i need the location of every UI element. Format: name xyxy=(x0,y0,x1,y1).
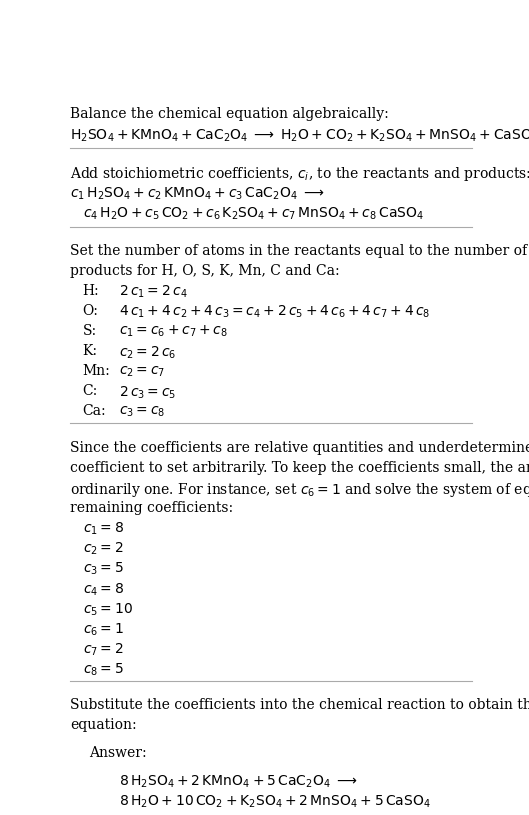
Text: Substitute the coefficients into the chemical reaction to obtain the balanced: Substitute the coefficients into the che… xyxy=(70,698,529,711)
Text: Add stoichiometric coefficients, $c_i$, to the reactants and products:: Add stoichiometric coefficients, $c_i$, … xyxy=(70,165,529,183)
Text: $c_2 = c_7$: $c_2 = c_7$ xyxy=(120,364,166,379)
Text: $\mathrm{H_2SO_4 + KMnO_4 + CaC_2O_4}$$\;\longrightarrow\;$$\mathrm{H_2O + CO_2 : $\mathrm{H_2SO_4 + KMnO_4 + CaC_2O_4}$$\… xyxy=(70,127,529,143)
Text: $c_2 = 2\,c_6$: $c_2 = 2\,c_6$ xyxy=(120,344,177,360)
Text: $c_7 = 2$: $c_7 = 2$ xyxy=(83,641,123,658)
Text: C:: C: xyxy=(83,385,98,399)
Text: $c_3 = 5$: $c_3 = 5$ xyxy=(83,561,123,578)
Text: K:: K: xyxy=(83,344,97,358)
Text: $4\,c_1 + 4\,c_2 + 4\,c_3 = c_4 + 2\,c_5 + 4\,c_6 + 4\,c_7 + 4\,c_8$: $4\,c_1 + 4\,c_2 + 4\,c_3 = c_4 + 2\,c_5… xyxy=(120,304,431,320)
Text: products for H, O, S, K, Mn, C and Ca:: products for H, O, S, K, Mn, C and Ca: xyxy=(70,264,340,278)
Text: Answer:: Answer: xyxy=(89,746,147,760)
Text: $c_8 = 5$: $c_8 = 5$ xyxy=(83,662,123,678)
Text: $c_1\,\mathrm{H_2SO_4} + c_2\,\mathrm{KMnO_4} + c_3\,\mathrm{CaC_2O_4}$$\;\longr: $c_1\,\mathrm{H_2SO_4} + c_2\,\mathrm{KM… xyxy=(70,186,325,202)
Text: Mn:: Mn: xyxy=(83,364,110,378)
Text: $2\,c_3 = c_5$: $2\,c_3 = c_5$ xyxy=(120,385,177,401)
Text: $2\,c_1 = 2\,c_4$: $2\,c_1 = 2\,c_4$ xyxy=(120,284,188,301)
Text: $c_5 = 10$: $c_5 = 10$ xyxy=(83,601,132,618)
Text: $c_2 = 2$: $c_2 = 2$ xyxy=(83,541,123,557)
Text: $c_6 = 1$: $c_6 = 1$ xyxy=(83,621,123,637)
Text: Ca:: Ca: xyxy=(83,404,106,418)
Text: ordinarily one. For instance, set $c_6 = 1$ and solve the system of equations fo: ordinarily one. For instance, set $c_6 =… xyxy=(70,481,529,499)
Text: Since the coefficients are relative quantities and underdetermined, choose a: Since the coefficients are relative quan… xyxy=(70,441,529,455)
Text: $8\,\mathrm{H_2O} + 10\,\mathrm{CO_2} + \mathrm{K_2SO_4} + 2\,\mathrm{MnSO_4} + : $8\,\mathrm{H_2O} + 10\,\mathrm{CO_2} + … xyxy=(120,794,431,810)
FancyBboxPatch shape xyxy=(72,742,470,815)
Text: remaining coefficients:: remaining coefficients: xyxy=(70,500,233,515)
Text: $c_1 = 8$: $c_1 = 8$ xyxy=(83,521,124,537)
Text: $c_3 = c_8$: $c_3 = c_8$ xyxy=(120,404,166,419)
Text: Balance the chemical equation algebraically:: Balance the chemical equation algebraica… xyxy=(70,108,389,121)
Text: S:: S: xyxy=(83,324,97,338)
Text: $8\,\mathrm{H_2SO_4} + 2\,\mathrm{KMnO_4} + 5\,\mathrm{CaC_2O_4}$$\;\longrightar: $8\,\mathrm{H_2SO_4} + 2\,\mathrm{KMnO_4… xyxy=(120,774,358,791)
Text: $c_4 = 8$: $c_4 = 8$ xyxy=(83,581,124,597)
Text: coefficient to set arbitrarily. To keep the coefficients small, the arbitrary va: coefficient to set arbitrarily. To keep … xyxy=(70,460,529,474)
Text: H:: H: xyxy=(83,284,99,298)
Text: Set the number of atoms in the reactants equal to the number of atoms in the: Set the number of atoms in the reactants… xyxy=(70,244,529,258)
Text: O:: O: xyxy=(83,304,98,318)
Text: $c_1 = c_6 + c_7 + c_8$: $c_1 = c_6 + c_7 + c_8$ xyxy=(120,324,229,340)
Text: $c_4\,\mathrm{H_2O} + c_5\,\mathrm{CO_2} + c_6\,\mathrm{K_2SO_4} + c_7\,\mathrm{: $c_4\,\mathrm{H_2O} + c_5\,\mathrm{CO_2}… xyxy=(83,205,423,222)
Text: equation:: equation: xyxy=(70,718,137,732)
